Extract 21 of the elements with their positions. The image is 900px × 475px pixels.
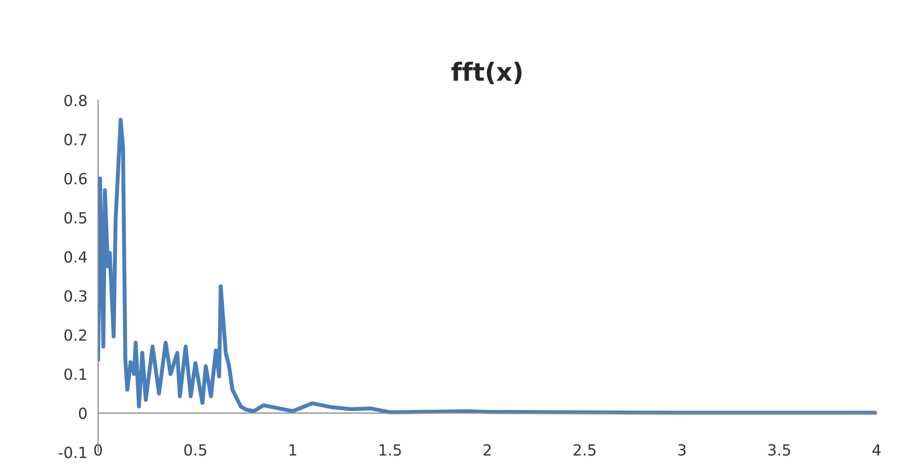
- x-tick-label: 1: [290, 444, 296, 456]
- line-series: [98, 118, 877, 415]
- y-tick-label: 0: [78, 408, 87, 420]
- y-tick-label: 0.3: [64, 290, 86, 302]
- y-tick-label: 0.4: [64, 251, 87, 263]
- y-tick-label: 0.1: [64, 368, 86, 380]
- x-tick-label: 3: [678, 444, 686, 456]
- y-tick-label: -0.1: [58, 446, 86, 458]
- x-tick-label: 4: [872, 444, 881, 456]
- y-tick-label: 0.5: [64, 212, 86, 224]
- x-tick-label: 1.5: [380, 444, 401, 456]
- x-tick-label: 3.5: [768, 444, 790, 456]
- x-tick-label: 2.5: [574, 444, 596, 456]
- x-tick-label: 2: [484, 444, 491, 456]
- y-tick-label: 0.6: [64, 172, 87, 184]
- y-tick-label: 0.8: [64, 94, 87, 106]
- x-tick-label: 0.5: [184, 444, 206, 456]
- chart-title: fft(x): [451, 62, 522, 84]
- y-tick-label: 0.7: [64, 134, 86, 146]
- y-tick-label: 0.2: [64, 329, 86, 341]
- x-tick-label: 0: [94, 444, 102, 456]
